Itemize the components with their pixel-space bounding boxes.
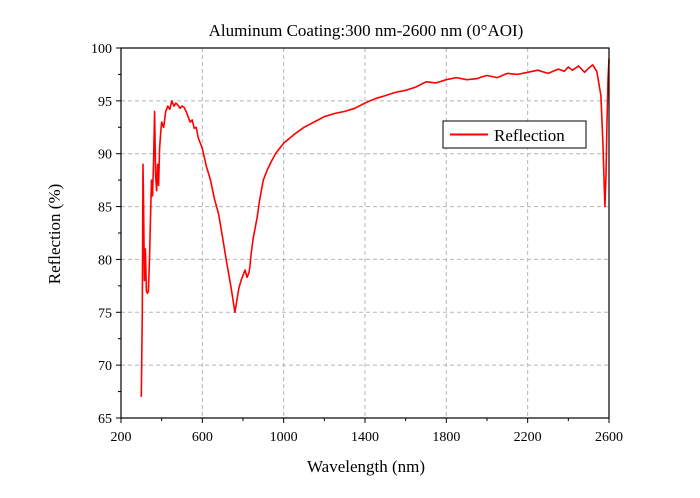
y-tick-label: 70	[98, 359, 112, 374]
series-layer	[140, 58, 610, 397]
y-tick-label: 85	[98, 201, 112, 216]
x-tick-label: 1400	[351, 430, 379, 445]
x-tick-label: 2200	[514, 430, 542, 445]
x-tick-label: 2600	[595, 430, 623, 445]
legend-label: Reflection	[494, 126, 565, 145]
y-tick-label: 80	[98, 253, 112, 268]
x-tick-label: 200	[111, 430, 132, 445]
x-tick-label: 1000	[270, 430, 298, 445]
x-tick-label: 600	[192, 430, 213, 445]
y-tick-label: 65	[98, 412, 112, 427]
chart-title: Aluminum Coating:300 nm-2600 nm (0°AOI)	[209, 21, 524, 40]
series-line-reflection	[140, 58, 610, 397]
x-axis-title: Wavelength (nm)	[307, 457, 425, 476]
x-tick-label: 1800	[432, 430, 460, 445]
ticks: 200 600 1000 1400 1800 2200 2600 65 70 75 80 85 90 95…	[91, 42, 623, 445]
y-tick-label: 100	[91, 42, 112, 57]
legend: Reflection	[442, 120, 587, 149]
y-tick-label: 90	[98, 148, 112, 163]
y-tick-label: 95	[98, 95, 112, 110]
y-axis-title: Reflection (%)	[45, 184, 64, 285]
y-tick-label: 75	[98, 306, 112, 321]
grid	[121, 48, 609, 418]
